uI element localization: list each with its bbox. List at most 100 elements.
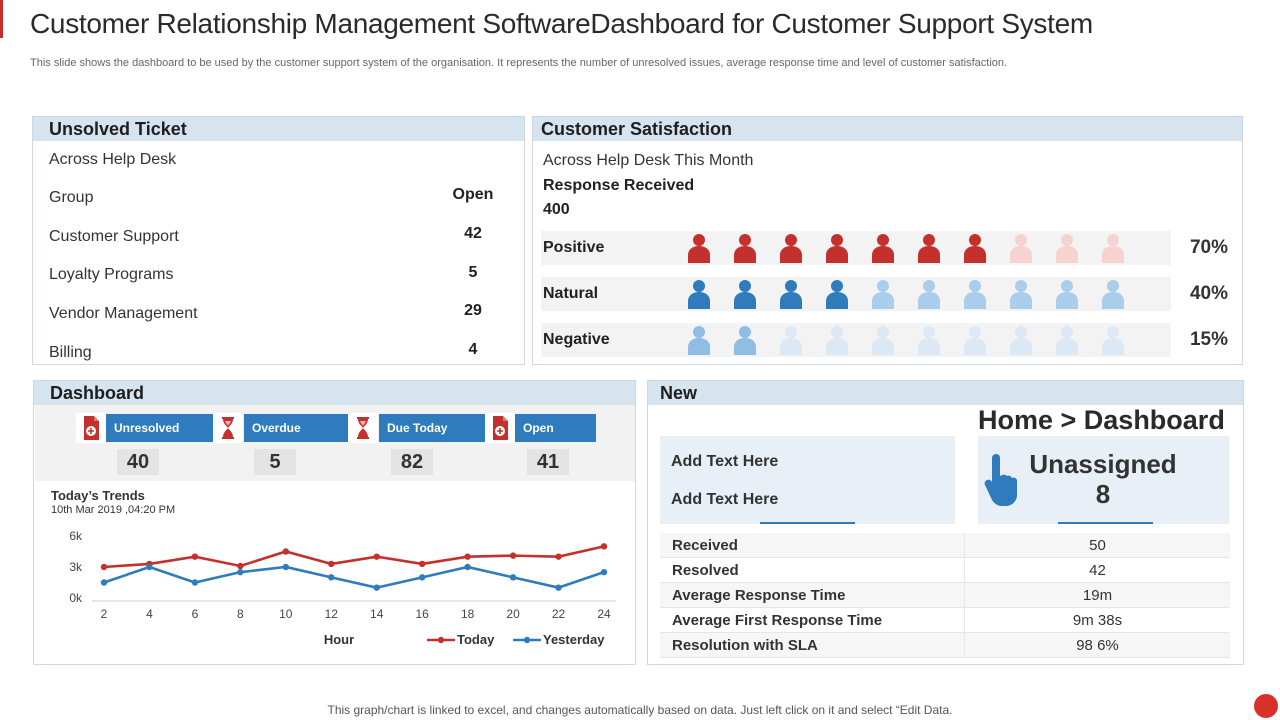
data-point-today <box>418 560 426 568</box>
y-tick-label: 0k <box>69 591 83 605</box>
person-icon <box>1009 279 1033 309</box>
x-tick-label: 22 <box>552 607 566 621</box>
person-icon <box>871 233 895 263</box>
unsolved-ticket-title: Unsolved Ticket <box>33 117 524 141</box>
stat-label: Received <box>660 533 965 557</box>
data-point-today <box>555 553 562 560</box>
data-point-yesterday <box>509 574 517 581</box>
x-tick-label: 6 <box>192 607 199 621</box>
kpi-strip: Unresolved 40 Overdue 5 Due Today 82 Ope… <box>35 405 635 481</box>
x-tick-label: 12 <box>325 607 339 621</box>
x-tick-label: 16 <box>416 607 430 621</box>
x-tick-label: 24 <box>597 607 611 621</box>
unassigned-box <box>978 436 1229 524</box>
legend-marker <box>523 636 531 644</box>
new-title: New <box>648 381 1243 405</box>
person-icon <box>825 279 849 309</box>
person-icon <box>733 279 757 309</box>
data-point-today <box>191 553 199 560</box>
legend-entry: Yesterday <box>543 632 605 647</box>
table-row: Received 50 <box>660 533 1230 558</box>
response-received-label: Response Received <box>543 177 695 194</box>
table-row: Average Response Time 19m <box>660 583 1230 608</box>
series-line-today <box>103 545 605 569</box>
stat-label: Average First Response Time <box>660 608 965 632</box>
person-icon <box>917 325 941 355</box>
data-point-yesterday <box>191 579 199 586</box>
stats-table: Received 50 Resolved 42 Average Response… <box>660 533 1230 658</box>
data-point-today <box>509 552 517 559</box>
x-tick-label: 8 <box>237 607 244 621</box>
person-icon <box>871 279 895 309</box>
legend-marker <box>437 636 445 644</box>
person-icon <box>1101 279 1125 309</box>
person-icon <box>687 233 711 263</box>
positive-percent: 70% <box>1189 237 1228 258</box>
person-icon <box>825 233 849 263</box>
data-point-today <box>282 548 290 555</box>
satisfaction-subtitle: Across Help Desk This Month <box>543 152 754 169</box>
data-point-today <box>373 553 380 560</box>
y-tick-label: 6k <box>69 529 83 543</box>
natural-label: Natural <box>543 285 599 302</box>
hourglass-icon <box>213 413 243 443</box>
unsolved-ticket-panel: Unsolved Ticket Across Help Desk Group O… <box>32 116 525 365</box>
legend-entry: Today <box>457 632 495 647</box>
accent-bar <box>0 0 3 38</box>
open-header: Open <box>452 186 494 203</box>
trends-date: 10th Mar 2019 ,04:20 PM <box>51 504 176 516</box>
unassigned-count: 8 <box>1095 479 1111 509</box>
person-icon <box>779 233 803 263</box>
person-icon <box>825 325 849 355</box>
data-point-today <box>464 553 471 560</box>
unassigned-label: Unassigned 8 <box>1028 449 1178 509</box>
customer-satisfaction-title: Customer Satisfaction <box>533 117 1242 141</box>
positive-label: Positive <box>543 239 605 256</box>
table-row: Resolved 42 <box>660 558 1230 583</box>
person-icon <box>871 325 895 355</box>
page-title: Customer Relationship Management Softwar… <box>30 8 1093 39</box>
page-subtitle: This slide shows the dashboard to be use… <box>30 57 1008 69</box>
unassigned-text: Unassigned <box>1029 449 1177 479</box>
add-text-2: Add Text Here <box>671 491 779 508</box>
stat-value: 9m 38s <box>1072 612 1123 629</box>
data-point-yesterday <box>100 579 108 586</box>
data-point-yesterday <box>237 568 244 576</box>
unresolved-value: 40 <box>117 449 159 475</box>
x-tick-label: 18 <box>461 607 475 621</box>
x-tick-label: 10 <box>279 607 293 621</box>
overdue-value: 5 <box>254 449 296 475</box>
data-point-yesterday <box>146 563 153 571</box>
open-label: Open <box>515 414 596 442</box>
person-icon <box>917 233 941 263</box>
open-value: 41 <box>527 449 569 475</box>
hourglass-icon <box>348 413 378 443</box>
data-point-yesterday <box>464 563 471 571</box>
ticket-group-label: Loyalty Programs <box>49 266 174 283</box>
data-point-yesterday <box>282 563 290 571</box>
negative-percent: 15% <box>1189 329 1228 350</box>
stat-value: 19m <box>1082 587 1113 604</box>
table-row: Resolution with SLA 98 6% <box>660 633 1230 658</box>
ticket-group-label: Customer Support <box>49 228 179 245</box>
overdue-label: Overdue <box>244 414 351 442</box>
data-point-today <box>328 560 335 568</box>
customer-satisfaction-panel: Customer Satisfaction Across Help Desk T… <box>532 116 1243 365</box>
person-icon <box>1055 279 1079 309</box>
series-line-yesterday <box>103 565 605 590</box>
person-icon <box>1101 233 1125 263</box>
due-today-label: Due Today <box>379 414 486 442</box>
person-icon <box>1101 325 1125 355</box>
x-tick-label: 2 <box>101 607 108 621</box>
person-icon <box>1009 233 1033 263</box>
new-panel: New Add Text Here Add Text Here Home > D… <box>647 380 1244 665</box>
ticket-group-count: 4 <box>468 341 478 358</box>
add-text-1: Add Text Here <box>671 453 779 470</box>
dashboard-title: Dashboard <box>34 381 635 405</box>
home-dashboard-breadcrumb: Home > Dashboard <box>978 405 1225 435</box>
person-icon <box>779 279 803 309</box>
data-point-today <box>237 562 244 570</box>
y-tick-label: 3k <box>69 560 83 574</box>
corner-dot <box>1254 694 1278 718</box>
